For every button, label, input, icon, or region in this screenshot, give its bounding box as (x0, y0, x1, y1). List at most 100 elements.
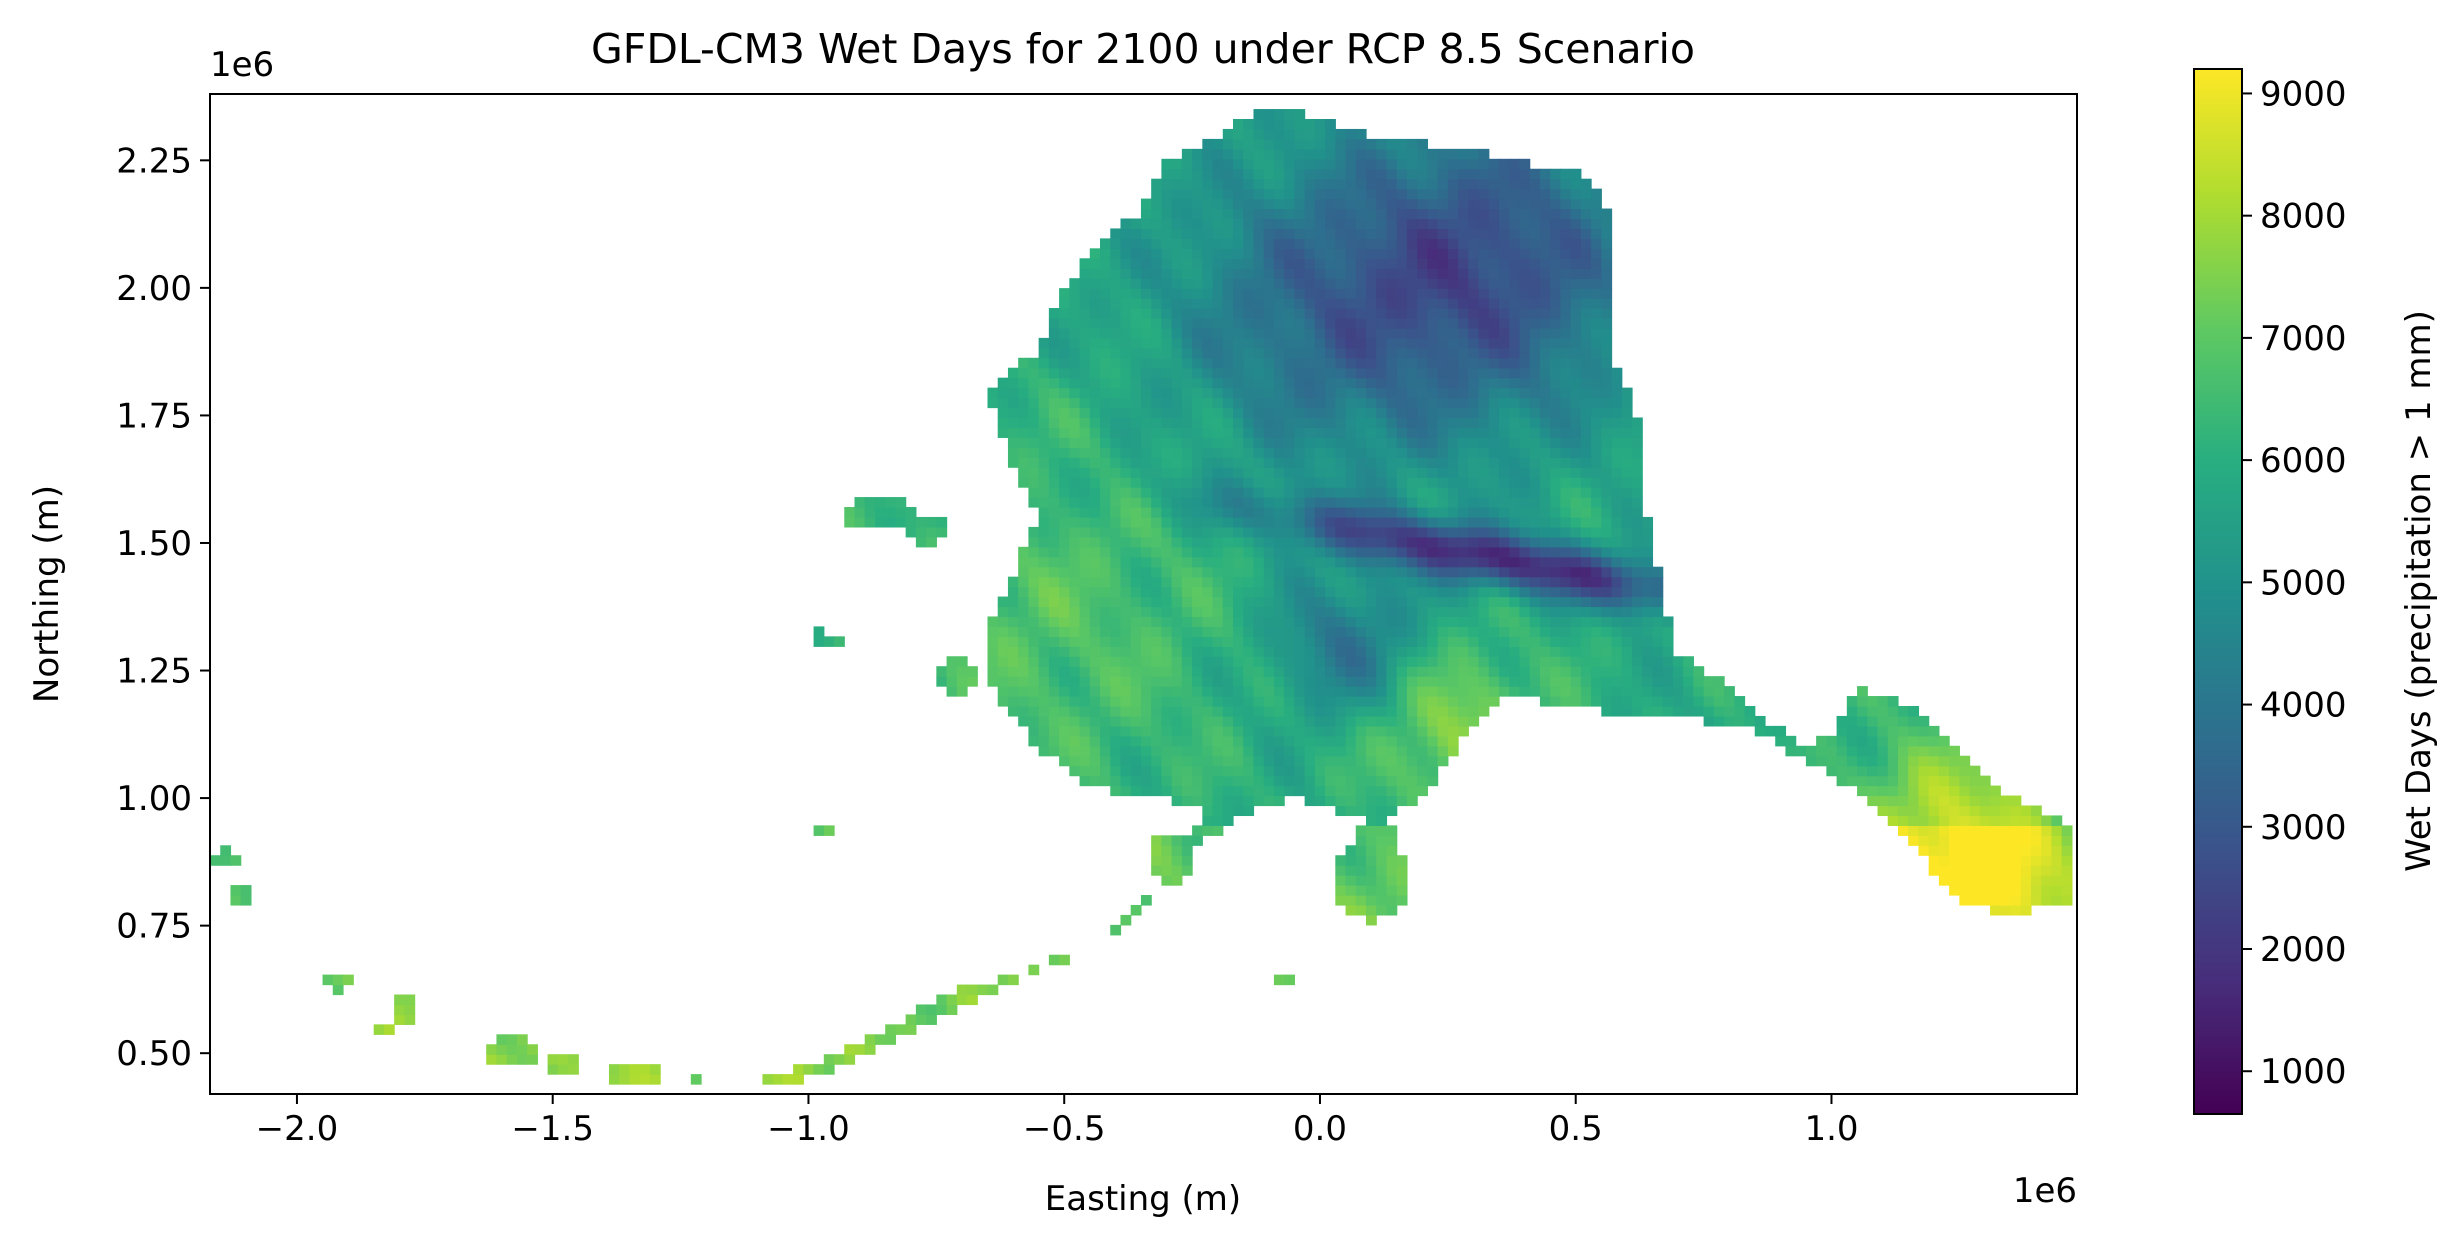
heatmap-cell (1509, 507, 1521, 518)
heatmap-cell (1273, 437, 1285, 448)
heatmap-cell (1386, 437, 1398, 448)
heatmap-cell (1273, 566, 1285, 578)
heatmap-cell (1406, 656, 1418, 667)
heatmap-cell (1601, 536, 1613, 548)
heatmap-cell (1601, 337, 1613, 349)
heatmap-cell (946, 656, 958, 667)
heatmap-cell (1140, 477, 1152, 488)
heatmap-cell (1089, 248, 1101, 259)
heatmap-cell (1427, 526, 1439, 538)
heatmap-cell (1140, 387, 1152, 399)
heatmap-cell (1396, 407, 1408, 419)
heatmap-cell (1846, 735, 1858, 747)
heatmap-cell (1539, 596, 1551, 608)
heatmap-cell (1059, 705, 1070, 717)
heatmap-cell (1181, 855, 1193, 866)
heatmap-cell (1304, 238, 1316, 249)
heatmap-cell (1580, 347, 1592, 359)
heatmap-cell (1243, 327, 1255, 339)
heatmap-cell (1294, 158, 1306, 170)
heatmap-cell (1836, 735, 1848, 747)
heatmap-cell (1857, 696, 1868, 707)
heatmap-cell (1478, 298, 1490, 309)
heatmap-cell (1468, 586, 1480, 598)
heatmap-cell (1406, 765, 1418, 777)
heatmap-cell (1325, 417, 1336, 429)
heatmap-cell (1192, 745, 1203, 757)
heatmap-cell (1376, 835, 1388, 846)
heatmap-cell (1212, 168, 1224, 180)
heatmap-cell (1263, 128, 1275, 140)
heatmap-cell (1222, 705, 1234, 717)
heatmap-cell (1355, 387, 1367, 399)
heatmap-cell (1345, 188, 1357, 200)
heatmap-cell (956, 686, 968, 697)
heatmap-cell (1120, 616, 1132, 627)
heatmap-cell (1171, 188, 1183, 200)
heatmap-cell (1069, 377, 1081, 389)
x-tick-label: −1.0 (767, 1109, 850, 1149)
heatmap-cell (1509, 516, 1521, 528)
heatmap-cell (1171, 427, 1183, 438)
heatmap-cell (1325, 586, 1336, 598)
heatmap-cell (1181, 377, 1193, 389)
heatmap-cell (1028, 407, 1040, 419)
heatmap-cell (1877, 775, 1889, 787)
heatmap-cell (1263, 765, 1275, 777)
heatmap-cell (1181, 158, 1193, 170)
heatmap-cell (1550, 526, 1561, 538)
heatmap-cell (1631, 457, 1643, 468)
heatmap-cell (1447, 377, 1459, 389)
heatmap-cell (1519, 437, 1531, 448)
heatmap-cell (1243, 228, 1255, 239)
heatmap-cell (1161, 845, 1173, 856)
heatmap-cell (1591, 317, 1602, 329)
heatmap-cell (1059, 566, 1070, 578)
heatmap-cell (1345, 805, 1357, 817)
heatmap-cell (1355, 636, 1367, 647)
heatmap-cell (1355, 467, 1367, 478)
heatmap-cell (844, 1044, 856, 1055)
heatmap-cell (1396, 337, 1408, 349)
heatmap-cell (1591, 387, 1602, 399)
heatmap-cell (240, 885, 252, 896)
heatmap-cell (936, 994, 948, 1006)
heatmap-cell (1601, 457, 1613, 468)
heatmap-cell (1570, 526, 1582, 538)
heatmap-cell (1314, 258, 1326, 269)
heatmap-cell (1171, 457, 1183, 468)
heatmap-cell (1161, 427, 1173, 438)
heatmap-cell (1386, 278, 1398, 289)
heatmap-cell (1171, 367, 1183, 379)
heatmap-cell (1345, 327, 1357, 339)
heatmap-cell (1550, 497, 1561, 508)
heatmap-cell (1366, 457, 1377, 468)
heatmap-cell (1181, 347, 1193, 359)
heatmap-cell (1468, 317, 1480, 329)
heatmap-cell (1611, 705, 1623, 717)
heatmap-cell (1233, 447, 1244, 458)
heatmap-cell (1253, 367, 1265, 379)
heatmap-cell (1437, 158, 1449, 170)
heatmap-cell (1233, 616, 1244, 627)
heatmap-cell (1335, 586, 1347, 598)
heatmap-cell (1140, 407, 1152, 419)
heatmap-cell (1151, 636, 1163, 647)
heatmap-cell (1222, 317, 1234, 329)
heatmap-cell (1366, 397, 1377, 409)
heatmap-cell (1642, 526, 1654, 538)
heatmap-cell (1314, 666, 1326, 677)
heatmap-cell (1253, 785, 1265, 797)
heatmap-cell (1580, 526, 1592, 538)
heatmap-cell (1110, 327, 1122, 339)
heatmap-cell (1294, 258, 1306, 269)
heatmap-cell (1437, 646, 1449, 657)
heatmap-cell (1243, 805, 1255, 817)
heatmap-cell (987, 984, 999, 996)
heatmap-cell (1314, 238, 1326, 249)
heatmap-cell (1161, 526, 1173, 538)
heatmap-cell (1202, 586, 1214, 598)
heatmap-cell (1366, 298, 1377, 309)
heatmap-cell (1028, 377, 1040, 389)
heatmap-cell (1846, 705, 1858, 717)
